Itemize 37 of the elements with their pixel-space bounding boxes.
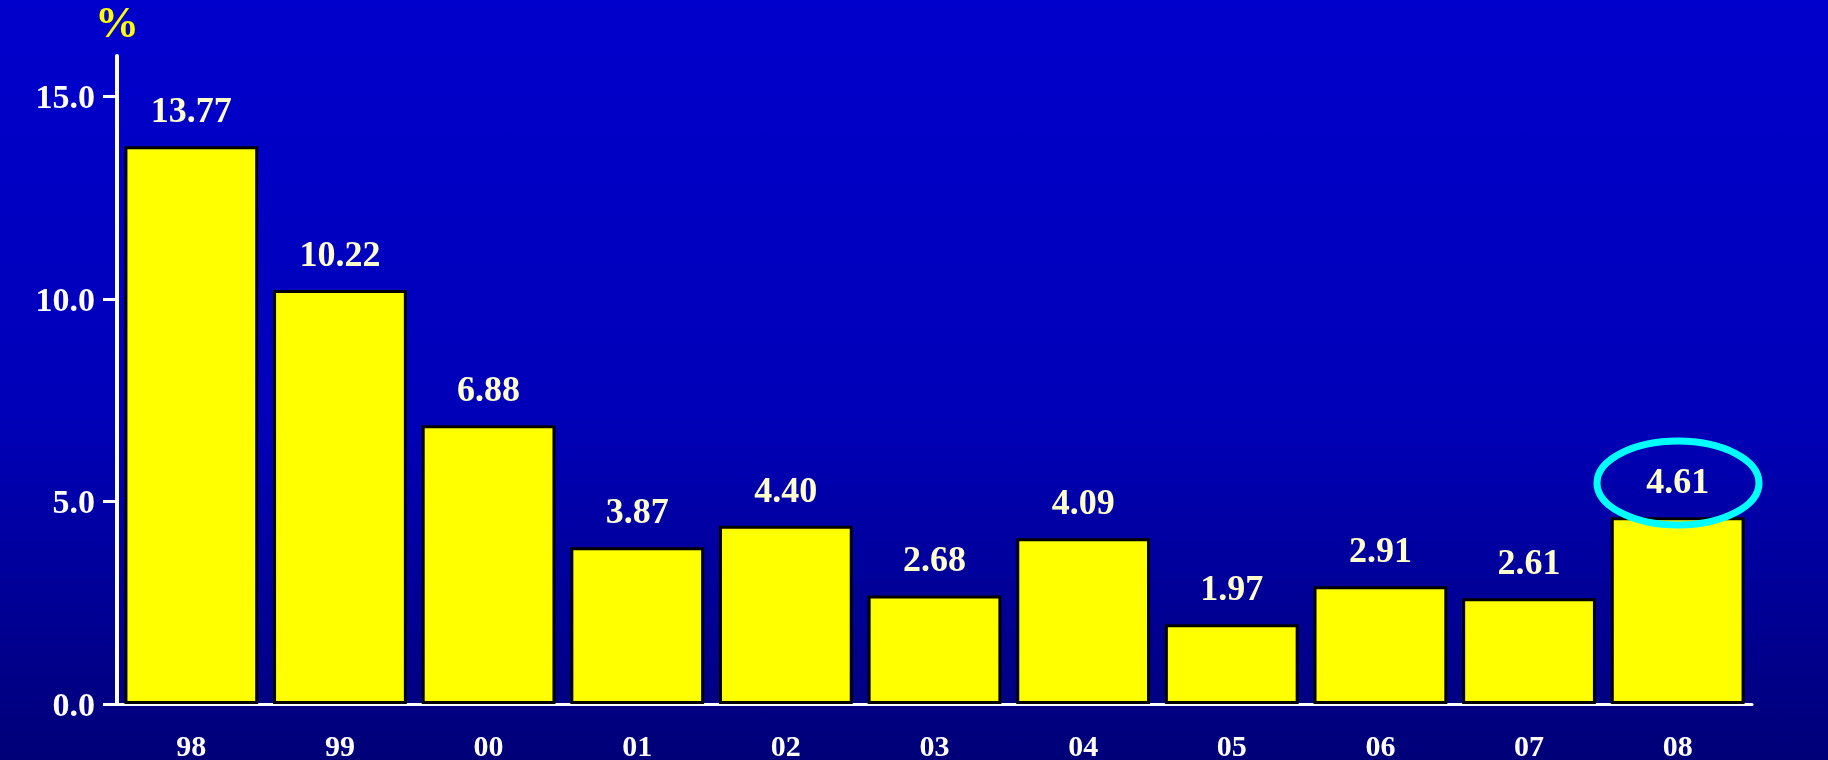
bar xyxy=(1016,538,1151,704)
x-tick-label: 05 xyxy=(1216,728,1247,760)
y-tick-label: 10.0 xyxy=(35,280,95,318)
x-tick-label: 01 xyxy=(622,728,653,760)
data-label: 4.61 xyxy=(1646,461,1710,502)
x-tick-label: 04 xyxy=(1068,728,1099,760)
data-label: 2.91 xyxy=(1348,530,1412,571)
y-axis-title: % xyxy=(95,0,139,47)
data-label: 6.88 xyxy=(457,369,521,410)
bar xyxy=(1462,598,1596,704)
bar xyxy=(1313,586,1448,704)
data-label: 1.97 xyxy=(1200,568,1264,609)
x-tick-label: 02 xyxy=(770,728,801,760)
bar xyxy=(1164,624,1299,704)
data-label: 2.61 xyxy=(1497,542,1561,583)
y-tick-label: 15.0 xyxy=(35,78,95,115)
bar xyxy=(273,290,407,704)
data-label: 2.68 xyxy=(903,539,966,580)
bar xyxy=(124,146,259,704)
y-tick-label: 5.0 xyxy=(52,483,95,520)
x-tick-label: 00 xyxy=(473,728,504,760)
bar xyxy=(421,425,556,704)
x-tick-label: 06 xyxy=(1365,728,1396,760)
x-tick-label: 07 xyxy=(1514,728,1545,760)
bar xyxy=(570,547,705,704)
x-tick-label: 03 xyxy=(919,728,950,760)
x-tick-label: 08 xyxy=(1662,728,1693,760)
data-label: 3.87 xyxy=(605,491,669,532)
x-tick-label: 98 xyxy=(176,728,207,760)
bar xyxy=(718,525,853,704)
data-label: 10.22 xyxy=(299,234,381,275)
x-tick-label: 99 xyxy=(324,728,355,760)
y-tick-label: 0.0 xyxy=(52,685,95,723)
data-label: 4.09 xyxy=(1051,482,1115,523)
data-label: 4.40 xyxy=(754,469,818,510)
data-label: 13.77 xyxy=(150,90,232,131)
bar xyxy=(867,595,1002,704)
